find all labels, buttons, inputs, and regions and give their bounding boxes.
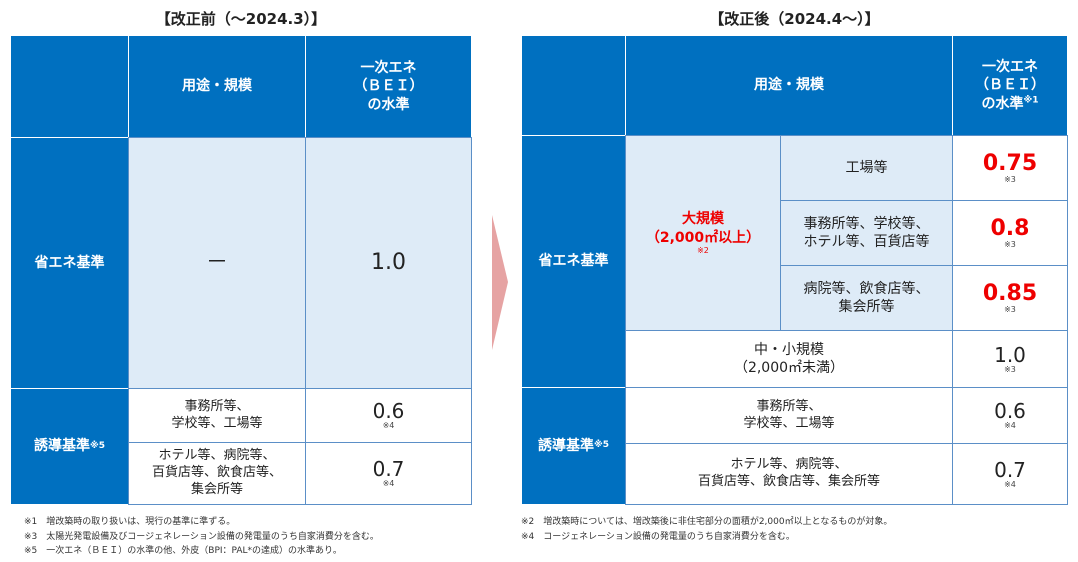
footnote: ※2 増改築時については、増改築後に非住宅部分の面積が2,000㎡以上となるもの… (521, 517, 893, 527)
label: 誘導基準 (537, 437, 594, 454)
value: 0.75 (982, 150, 1038, 176)
note: ※4 (382, 479, 395, 489)
cell: 0.7 ※4 (305, 442, 472, 505)
footnote: ※3 太陽光発電設備及びコージェネレーション設備の発電量のうち自家消費分を含む。 (24, 531, 379, 542)
note: ※3 (1004, 239, 1016, 249)
cell: 病院等、飲食店等、 集会所等 (780, 265, 953, 331)
footnote: ※1 増改築時の取り扱いは、現行の基準に準ずる。 (24, 517, 236, 527)
footnotes: ※2 増改築時については、増改築後に非住宅部分の面積が2,000㎡以上となるもの… (521, 515, 892, 544)
footnotes: ※1 増改築時の取り扱いは、現行の基準に準ずる。 ※3 太陽光発電設備及びコージ… (24, 515, 379, 559)
cell: 0.6 ※4 (952, 387, 1068, 444)
value: 0.7 (994, 457, 1026, 482)
cell: 0.7 ※4 (952, 443, 1068, 505)
row-label: 省エネ基準 (10, 137, 129, 389)
value: 0.8 (990, 215, 1030, 241)
note: ※4 (382, 421, 395, 431)
arrow-shape (492, 215, 508, 350)
value: 1.0 (994, 342, 1026, 367)
header: 一次エネ （ＢＥＩ） の水準 (305, 35, 472, 138)
row-label: 誘導基準 ※5 (521, 387, 626, 505)
note: ※3 (1004, 304, 1016, 314)
cell: ホテル等、病院等、 百貨店等、飲食店等、 集会所等 (128, 442, 306, 505)
label: 誘導基準 (33, 438, 90, 455)
cell: 大規模 （2,000㎡以上） ※2 (625, 135, 781, 331)
cell: 事務所等、 学校等、工場等 (625, 387, 953, 444)
value: 0.6 (994, 399, 1026, 424)
cell: 1.0 ※3 (952, 330, 1068, 388)
value: 0.7 (372, 457, 405, 482)
value: 0.6 (372, 399, 405, 424)
header-blank (10, 35, 129, 138)
value: 0.85 (982, 280, 1038, 306)
row-label: 誘導基準 ※5 (10, 388, 129, 505)
cell: ホテル等、病院等、 百貨店等、飲食店等、集会所等 (625, 443, 953, 505)
note: ※5 (593, 440, 609, 451)
row-label: 省エネ基準 (521, 135, 626, 388)
label: 大規模 （2,000㎡以上） (645, 211, 761, 246)
note: ※3 (1004, 174, 1016, 184)
header: 用途・規模 (128, 35, 306, 138)
cell: － (128, 137, 306, 389)
cell: 工場等 (780, 135, 953, 201)
cell: 事務所等、 学校等、工場等 (128, 388, 306, 443)
header: 用途・規模 (625, 35, 953, 136)
note: ※3 (1004, 364, 1016, 374)
cell: 中・小規模 （2,000㎡未満） (625, 330, 953, 388)
title: 【改正前（～2024.3）】 (155, 10, 327, 28)
header: 一次エネ （ＢＥＩ） の水準※1 (952, 35, 1068, 136)
note: ※2 (697, 245, 709, 255)
cell: 0.6 ※4 (305, 388, 472, 443)
arrow (492, 215, 508, 350)
header-blank (521, 35, 626, 136)
cell: 事務所等、学校等、 ホテル等、百貨店等 (780, 200, 953, 266)
header-text: 一次エネ （ＢＥＩ） の水準※1 (975, 58, 1045, 113)
title: 【改正後（2024.4～）】 (709, 10, 880, 28)
cell: 0.75 ※3 (952, 135, 1068, 201)
note: ※4 (1004, 421, 1016, 431)
footnote: ※5 一次エネ（ＢＥＩ）の水準の他、外皮（BPI：PAL*の達成）の水準あり。 (24, 546, 342, 556)
cell: 0.85 ※3 (952, 265, 1068, 331)
note: ※4 (1004, 479, 1016, 489)
label: 一次エネ （ＢＥＩ） の水準 (975, 59, 1045, 112)
note: ※5 (89, 440, 105, 451)
footnote: ※4 コージェネレーション設備の発電量のうち自家消費分を含む。 (521, 531, 795, 542)
cell: 0.8 ※3 (952, 200, 1068, 266)
cell: 1.0 (305, 137, 472, 389)
note: ※1 (1023, 94, 1039, 105)
